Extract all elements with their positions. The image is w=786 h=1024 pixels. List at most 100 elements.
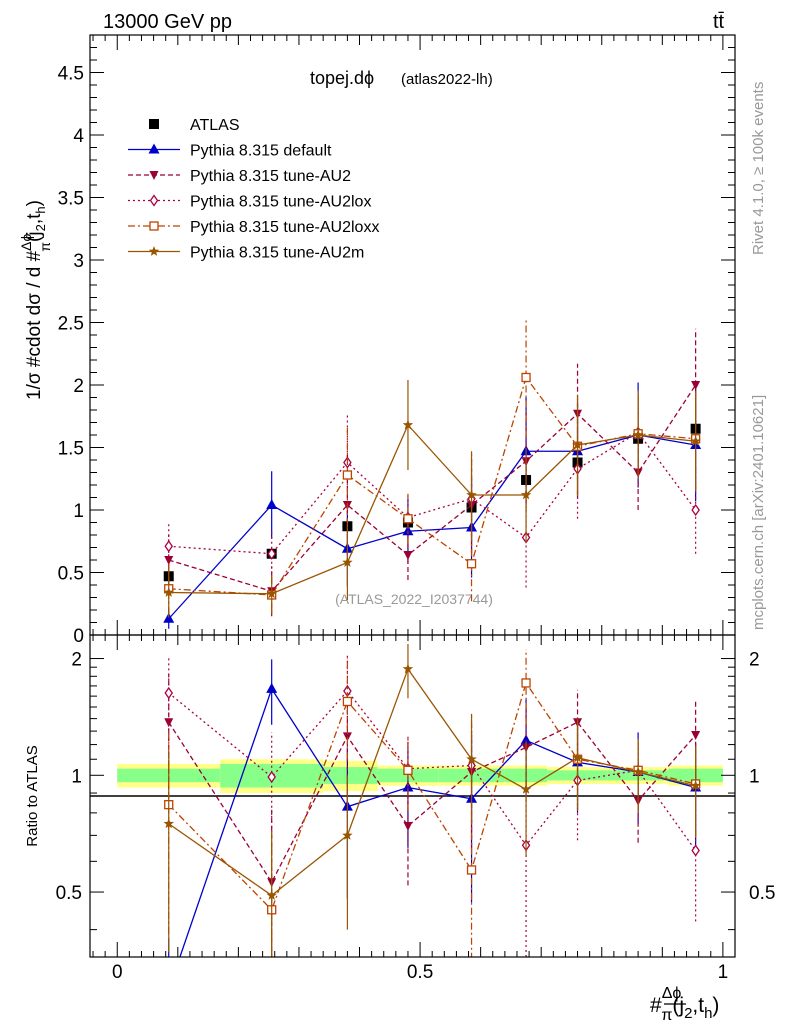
ratio-point-au2loxx [466, 865, 477, 875]
ratio-point-au2m [520, 783, 532, 794]
legend: ATLAS Pythia 8.315 default Pythia 8.315 tu… [128, 117, 379, 262]
x-label-close: ) [712, 994, 719, 1017]
legend-marker-au2loxx [149, 221, 159, 231]
data-point-au2loxx [342, 470, 353, 480]
y-label-close: ) [24, 200, 45, 206]
legend-label-au2lox: Pythia 8.315 tune-AU2lox [190, 194, 371, 211]
legend-marker-au2lox [149, 194, 159, 207]
ratio-point-au2lox [164, 686, 174, 700]
x-tick-label: 0 [112, 962, 123, 983]
series-au2m [163, 380, 701, 618]
ratio-series-group [163, 644, 702, 994]
y-label-mid: ,t [24, 213, 45, 224]
main-series-group [163, 317, 702, 629]
x-label-frac-den: π [661, 1007, 672, 1024]
analysis-tag: (atlas2022-lh) [401, 71, 493, 88]
ratio-point-au2m [342, 829, 353, 840]
ratio-point-default [163, 984, 174, 994]
data-point-au2m [163, 587, 174, 597]
ratio-point-default [266, 682, 278, 693]
data-point-au2loxx [521, 372, 531, 383]
y-label-sub1: 2 [33, 224, 48, 231]
ratio-line-au2lox [168, 689, 697, 851]
ratio-point-au2m [163, 818, 174, 829]
ratio-point-au2loxx [403, 765, 413, 775]
data-point-default [266, 499, 278, 509]
main-y-tick-label: 0 [73, 626, 84, 647]
ratio-y-tick-label: 1 [71, 766, 82, 787]
legend-label-au2loxx: Pythia 8.315 tune-AU2loxx [190, 219, 379, 236]
data-point-au2 [403, 551, 413, 560]
plot-title: topej.dϕ [310, 68, 374, 88]
legend-marker-au2 [149, 171, 159, 180]
x-label-frac-num: Δϕ [662, 985, 682, 1002]
ratio-point-au2 [164, 718, 174, 728]
ratio-point-au2loxx [342, 696, 353, 707]
series-line-au2loxx [168, 376, 696, 596]
main-y-tick-label: 1.5 [58, 439, 84, 460]
data-point-au2 [691, 381, 701, 390]
x-label-sub1: 2 [684, 1005, 692, 1022]
series-au2 [164, 328, 701, 617]
data-point-default [163, 612, 175, 623]
data-point-au2m [266, 588, 277, 599]
series-au2lox [164, 395, 700, 588]
data-point-au2lox [267, 547, 276, 560]
ratio-point-au2 [403, 822, 413, 832]
y-label-tail: (j [24, 231, 45, 242]
legend-label-data: ATLAS [190, 117, 240, 134]
side-mcplots-label: mcplots.cern.ch [arXiv:2401.10621] [750, 395, 767, 630]
ratio-point-au2m [266, 889, 277, 900]
ratio-point-au2loxx [521, 678, 531, 688]
ratio-point-au2m [572, 752, 583, 763]
energy-label: 13000 GeV pp [103, 11, 232, 33]
ratio-point-default [520, 734, 532, 745]
ratio-point-au2 [691, 731, 701, 741]
main-y-tick-label: 1 [73, 501, 84, 522]
ratio-y-tick-label-right: 1 [749, 766, 760, 787]
ratio-band-green [323, 767, 378, 784]
ratio-point-au2lox [691, 844, 700, 857]
main-y-tick-label: 3 [73, 251, 84, 272]
series-line-au2 [168, 384, 697, 592]
legend-marker-default [148, 143, 160, 154]
main-y-tick-label: 2.5 [58, 314, 84, 335]
ratio-point-au2m [402, 663, 414, 674]
side-rivet-label: Rivet 4.1.0, ≥ 100k events [750, 82, 767, 255]
data-point-au2loxx [403, 514, 413, 524]
legend-marker-au2m [148, 246, 160, 256]
y-label-sub2: h [33, 206, 48, 213]
ratio-y-tick-label-right: 2 [749, 650, 760, 671]
main-y-tick-label: 0.5 [58, 564, 84, 585]
legend-label-au2m: Pythia 8.315 tune-AU2m [190, 245, 364, 262]
y-axis-label-main: 1/σ #cdot dσ / d #Δϕ π(j2,th) [18, 200, 53, 400]
x-axis-label: #Δϕ π(j2,th) [650, 985, 719, 1024]
y-axis-label-ratio: Ratio to ATLAS [24, 745, 41, 846]
data-point-au2lox [691, 503, 700, 517]
ratio-line-default [179, 687, 696, 957]
ratio-point-au2m [690, 780, 701, 791]
main-y-tick-label: 3.5 [58, 189, 84, 210]
ratio-plot-frame [89, 634, 736, 958]
main-y-tick-label: 4.5 [58, 64, 84, 85]
ratio-line-au2 [168, 721, 697, 884]
process-label: tt̄ [713, 11, 725, 33]
x-tick-label: 0.5 [407, 962, 433, 983]
ratio-series-au2m [163, 644, 701, 957]
x-label-prefix: # [650, 994, 662, 1017]
data-point-au2lox [164, 540, 174, 553]
watermark: (ATLAS_2022_I2037744) [335, 591, 493, 607]
series-au2loxx [164, 317, 701, 614]
series-line-au2m [168, 423, 696, 595]
y-label-main-text: 1/σ #cdot dσ / d # [24, 250, 45, 400]
data-point-au2m [342, 557, 353, 567]
data-point-au2loxx [466, 559, 477, 569]
x-tick-label: 1 [718, 962, 729, 983]
main-y-tick-label: 4 [73, 126, 84, 147]
legend-label-au2: Pythia 8.315 tune-AU2 [190, 168, 351, 185]
data-point-au2m [520, 489, 532, 500]
data-point-au2m [572, 439, 583, 450]
x-label-sub2: h [704, 1005, 712, 1022]
ratio-uncertainty-bands [117, 759, 723, 794]
